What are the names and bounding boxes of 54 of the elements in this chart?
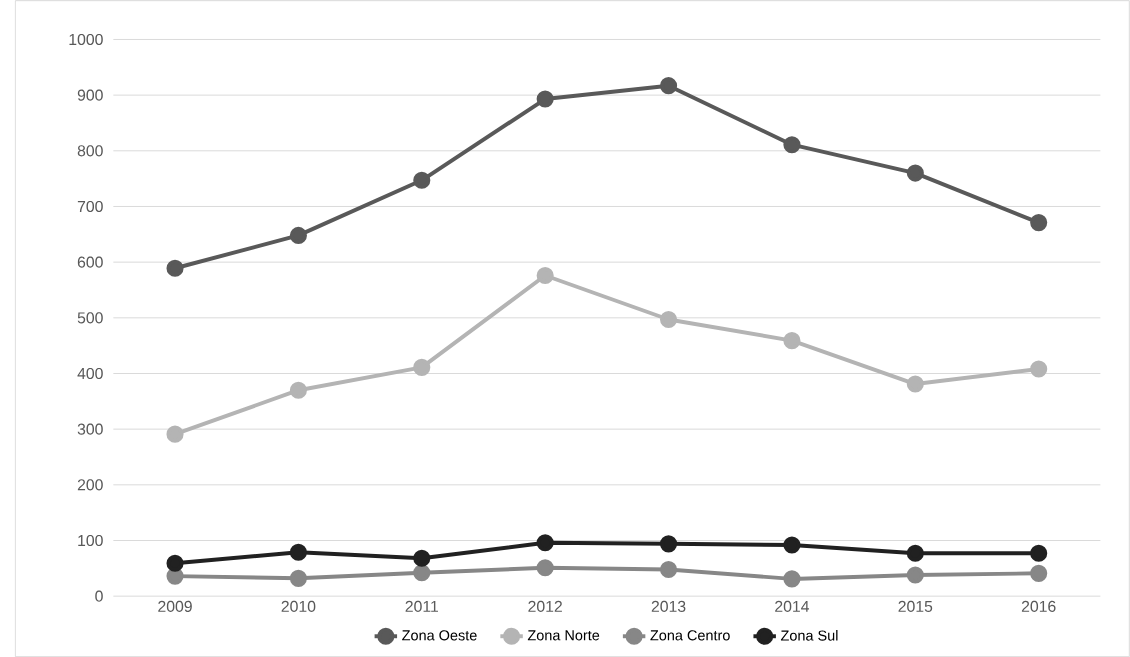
- point: [906, 566, 924, 584]
- point: [536, 90, 554, 108]
- x-tick-label: 2016: [1021, 600, 1056, 612]
- x-tick-label: 2009: [158, 600, 192, 612]
- point: [289, 569, 307, 587]
- point: [166, 425, 184, 443]
- point: [536, 559, 554, 577]
- point: [413, 549, 431, 567]
- x-tick-label: 2011: [405, 600, 438, 612]
- y-tick-label: 0: [95, 590, 103, 602]
- point: [166, 554, 184, 572]
- point: [783, 135, 801, 154]
- y-tick-label: 300: [77, 423, 103, 435]
- point: [536, 266, 554, 284]
- point: [659, 310, 678, 328]
- legend-label: Zona Norte: [527, 630, 600, 641]
- y-tick-label: 900: [77, 89, 103, 101]
- x-tick-label: 2014: [775, 600, 810, 612]
- point: [1030, 213, 1048, 232]
- point: [1030, 360, 1048, 378]
- y-tick-label: 500: [77, 312, 103, 324]
- y-tick-label: 200: [77, 479, 103, 491]
- point: [783, 331, 801, 350]
- point: [536, 533, 554, 552]
- point: [1030, 564, 1048, 582]
- x-tick-label: 2015: [898, 600, 933, 612]
- point: [413, 358, 431, 376]
- y-tick-label: 800: [77, 145, 103, 157]
- point: [166, 259, 184, 277]
- x-tick-label: 2013: [651, 600, 686, 612]
- y-tick-label: 400: [77, 367, 103, 379]
- point: [289, 226, 307, 244]
- legend-label: Zona Centro: [650, 630, 730, 641]
- point: [906, 544, 924, 562]
- legend-label: Zona Oeste: [402, 630, 477, 641]
- point: [1030, 544, 1048, 562]
- x-tick-label: 2010: [281, 600, 316, 612]
- y-tick-label: 700: [77, 200, 103, 212]
- legend-label: Zona Sul: [780, 629, 838, 641]
- point: [906, 375, 924, 393]
- point: [289, 543, 307, 561]
- point: [659, 535, 678, 553]
- point: [783, 570, 801, 588]
- point: [413, 171, 431, 189]
- point: [783, 536, 801, 554]
- point: [659, 76, 678, 95]
- point: [659, 560, 678, 578]
- point: [413, 564, 431, 582]
- point: [289, 381, 307, 399]
- y-tick-label: 100: [78, 534, 103, 546]
- y-tick-label: 1000: [69, 33, 103, 45]
- x-tick-label: 2012: [528, 600, 562, 612]
- point: [906, 164, 924, 182]
- y-tick-label: 600: [77, 256, 103, 268]
